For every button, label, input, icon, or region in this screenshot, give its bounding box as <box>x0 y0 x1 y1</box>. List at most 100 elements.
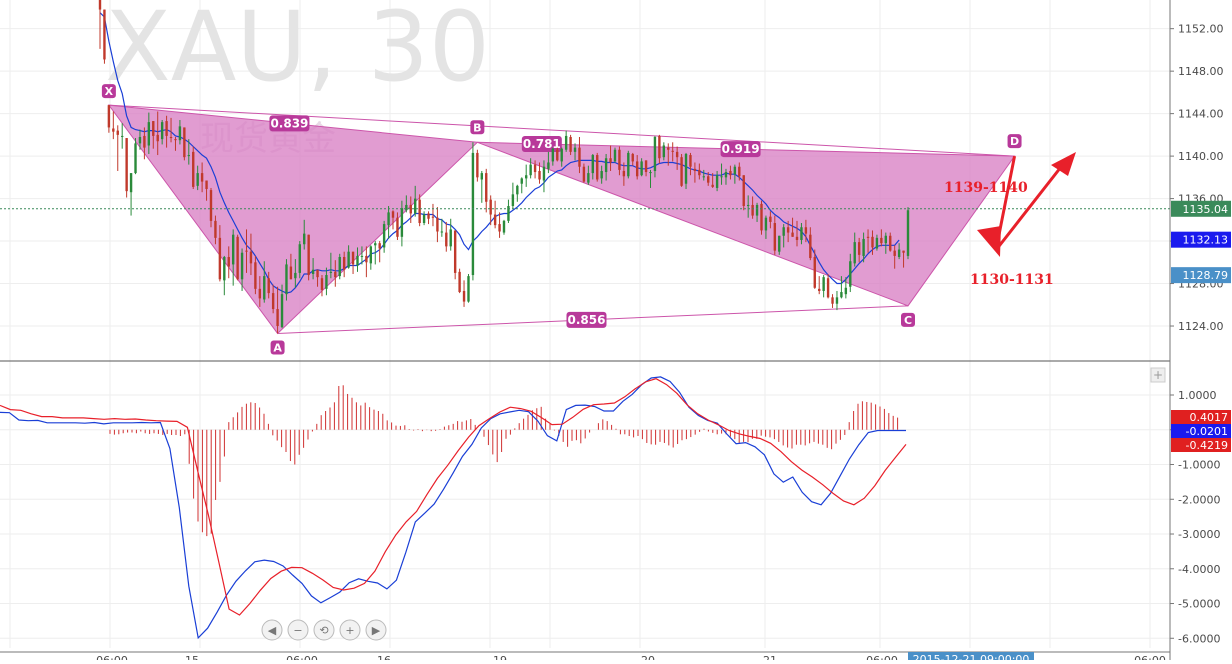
candle-body <box>414 198 417 214</box>
candle <box>391 210 395 230</box>
candle-body <box>476 152 479 178</box>
forecast-arrow-head-down <box>977 226 1001 257</box>
candle <box>476 149 479 182</box>
candle-body <box>418 199 421 224</box>
candle-body <box>431 216 435 218</box>
candle <box>707 172 710 186</box>
candle-body <box>591 155 594 174</box>
candle <box>760 200 763 235</box>
candle <box>627 150 630 179</box>
candle-body <box>520 178 523 184</box>
candle-body <box>791 232 794 237</box>
time-cursor-tag-bg <box>908 652 1034 662</box>
candle-body <box>342 256 346 270</box>
candle <box>285 259 288 301</box>
candle <box>338 253 341 280</box>
macd-tick-label: 1.0000 <box>1178 389 1217 402</box>
nav-left-button-circle <box>261 619 283 641</box>
candle <box>471 142 475 281</box>
candle-body <box>764 217 768 231</box>
candle-body <box>347 251 350 268</box>
candle <box>178 120 182 145</box>
candle-body <box>493 214 497 226</box>
candle <box>467 273 470 303</box>
candle <box>382 220 386 253</box>
target-zone-label: 1130-1131 <box>970 272 1054 288</box>
candle-body <box>556 149 559 161</box>
candle <box>671 142 674 162</box>
ratio-label: 0.839 <box>270 116 308 130</box>
candle <box>675 146 679 170</box>
candle-body <box>711 184 714 187</box>
candle-body <box>320 278 324 290</box>
candle-body <box>129 173 133 193</box>
candle <box>431 203 435 227</box>
candle <box>365 246 368 278</box>
nav-reset-button[interactable]: ⟲ <box>313 619 335 641</box>
candle-body <box>533 164 537 173</box>
time-tick-label: 20 <box>641 654 655 660</box>
candle <box>800 223 803 245</box>
candle-body <box>498 224 501 232</box>
price-tick-label: 1144.00 <box>1178 108 1224 121</box>
candle-body <box>857 242 861 255</box>
annotations: 1139-1140 1130-1131 <box>944 152 1076 288</box>
candle-body <box>391 211 395 218</box>
candle <box>658 134 661 164</box>
point-tag-bg <box>101 84 116 99</box>
candle-body <box>125 138 128 192</box>
nav-left-button-glyph: ◀ <box>268 624 277 637</box>
candle-body <box>267 278 270 294</box>
candle-body <box>715 175 719 188</box>
candle-body <box>187 155 190 157</box>
nav-zoom-in-button[interactable]: + <box>339 619 361 641</box>
candle-body <box>782 227 785 236</box>
candle <box>511 182 515 210</box>
nav-left-button[interactable]: ◀ <box>261 619 283 641</box>
candle <box>591 153 594 180</box>
candle-body <box>746 204 750 207</box>
candle-body <box>449 229 452 247</box>
point-tag: D <box>1007 134 1022 149</box>
forecast-arrow-head-up <box>1051 152 1076 176</box>
candle-body <box>529 164 532 176</box>
candle <box>223 255 226 296</box>
candle-body <box>835 297 839 304</box>
candle <box>698 163 701 180</box>
candle <box>702 169 705 181</box>
candle <box>715 170 719 192</box>
candle <box>573 143 577 161</box>
candle-body <box>813 256 816 288</box>
candle <box>640 158 643 177</box>
candle <box>897 243 901 260</box>
target-zone-label: 1139-1140 <box>944 180 1028 196</box>
candle-body <box>471 152 475 276</box>
candle-body <box>285 264 288 295</box>
candle <box>653 135 657 178</box>
candle-body <box>174 139 177 141</box>
candle-body <box>298 244 301 273</box>
candle <box>893 245 896 269</box>
point-tag: A <box>270 340 285 355</box>
candle <box>356 247 359 272</box>
candle-body <box>120 135 124 137</box>
candle-body <box>334 271 337 278</box>
panel-expand-glyph: + <box>1153 368 1163 382</box>
candle-body <box>240 252 244 280</box>
candle <box>445 221 448 252</box>
candle-body <box>134 143 137 174</box>
candle <box>680 153 683 187</box>
candle <box>556 147 559 162</box>
nav-zoom-out-button[interactable]: − <box>287 619 309 641</box>
candle <box>849 253 852 293</box>
macd-tag: -0.0201 <box>1171 424 1231 438</box>
candle-body <box>276 309 279 327</box>
candle-body <box>618 149 621 170</box>
nav-right-button[interactable]: ▶ <box>365 619 387 641</box>
candle <box>396 212 399 240</box>
candle <box>564 130 568 152</box>
candle-body <box>440 231 444 233</box>
candle-body <box>573 147 577 152</box>
candle-body <box>143 135 146 148</box>
